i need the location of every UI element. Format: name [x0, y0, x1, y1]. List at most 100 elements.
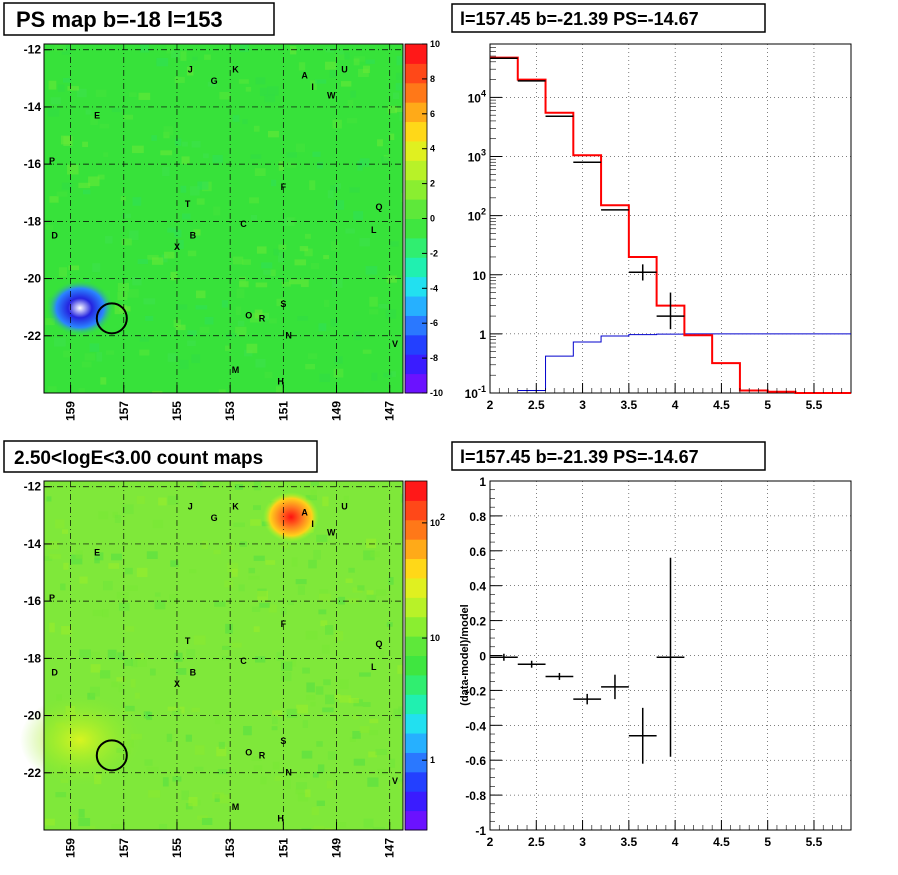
res-ytick-label: -0.8: [465, 789, 486, 803]
tl-map-pixel: [298, 62, 306, 71]
bl-map-pixel: [369, 718, 379, 724]
tl-map-pixel: [271, 179, 277, 187]
bl-map-pixel: [320, 620, 328, 627]
tl-source-label: A: [301, 70, 308, 80]
bl-ytick-label: -18: [24, 651, 42, 665]
bl-map-pixel: [172, 776, 182, 782]
tl-map-pixel: [334, 200, 345, 210]
ps-colorbar-band: [405, 276, 427, 297]
bl-map-pixel: [395, 778, 403, 784]
tl-map-pixel: [156, 57, 169, 67]
bl-map-pixel: [334, 693, 341, 700]
bl-map-pixel: [222, 645, 231, 650]
tl-map-pixel: [163, 126, 174, 136]
bl-map-pixel: [172, 709, 182, 716]
bl-map-pixel: [310, 481, 320, 487]
bl-map-pixel: [302, 720, 308, 728]
bl-xtick-label: 151: [276, 838, 290, 858]
bl-map-pixel: [231, 642, 242, 648]
tl-source-label: V: [392, 339, 398, 349]
bl-map-pixel: [291, 557, 298, 567]
tl-map-pixel: [151, 135, 157, 141]
tl-map-pixel: [105, 236, 113, 244]
tl-map-pixel: [195, 305, 208, 310]
tl-map-pixel: [45, 318, 55, 326]
bl-map-pixel: [370, 551, 380, 558]
tl-map-pixel: [84, 278, 91, 283]
bl-map-pixel: [116, 591, 129, 599]
title-tl: PS map b=-18 l=153: [16, 7, 223, 32]
tl-map-pixel: [245, 86, 252, 92]
title-tr: l=157.45 b=-21.39 PS=-14.67: [460, 9, 699, 29]
tl-map-pixel: [296, 143, 306, 153]
bl-map-pixel: [213, 549, 222, 555]
tl-map-pixel: [212, 154, 223, 163]
bl-ytick-label: -12: [24, 480, 42, 494]
bl-source-label: B: [190, 668, 197, 678]
tl-map-pixel: [387, 105, 398, 114]
ps-colorbar-label: 2: [430, 179, 435, 189]
bl-map-pixel: [181, 790, 189, 801]
tl-map-pixel: [286, 217, 296, 226]
bl-source-label: K: [232, 502, 239, 512]
bl-map-pixel: [130, 678, 136, 688]
bl-map-pixel: [174, 652, 183, 662]
count-colorbar-band: [405, 655, 427, 676]
tl-map-pixel: [349, 187, 360, 193]
tl-map-pixel: [249, 197, 259, 204]
tl-map-pixel: [152, 390, 163, 393]
tl-map-pixel: [395, 83, 402, 91]
bl-map-pixel: [92, 609, 103, 617]
tl-map-pixel: [242, 119, 248, 125]
tl-map-pixel: [196, 198, 205, 205]
tl-map-pixel: [259, 87, 268, 97]
bl-map-pixel: [308, 559, 317, 569]
bl-map-pixel: [323, 679, 331, 686]
bl-source-label: E: [94, 547, 100, 557]
bl-map-pixel: [378, 650, 385, 659]
tl-map-pixel: [341, 81, 352, 87]
count-colorbar-band: [405, 577, 427, 598]
ps-colorbar-label: -4: [430, 283, 438, 293]
tl-map-pixel: [131, 145, 144, 154]
tl-map-pixel: [235, 306, 242, 316]
bl-map-pixel: [152, 519, 164, 529]
tl-map-pixel: [174, 76, 185, 83]
bl-map-pixel: [55, 792, 67, 798]
tl-map-pixel: [47, 386, 57, 393]
tl-map-pixel: [117, 283, 130, 292]
count-colorbar-label: 1: [430, 755, 435, 765]
tl-map-pixel: [256, 246, 267, 254]
ps-colorbar-label: 4: [430, 144, 435, 154]
tl-map-pixel: [323, 255, 329, 260]
tl-source-label: X: [174, 242, 180, 252]
bl-map-pixel: [154, 592, 161, 597]
title-box-tr: l=157.45 b=-21.39 PS=-14.67: [451, 3, 766, 33]
tl-map-pixel: [286, 152, 297, 158]
tl-map-pixel: [197, 181, 209, 190]
bl-map-pixel: [60, 583, 66, 591]
count-colorbar-band: [405, 694, 427, 715]
bl-map-pixel: [225, 623, 233, 634]
bl-map-pixel: [191, 707, 200, 713]
bl-map-pixel: [366, 594, 377, 602]
tl-map-pixel: [383, 372, 393, 378]
tl-map-pixel: [337, 50, 344, 55]
tl-source-label: J: [188, 65, 193, 75]
bl-source-label: N: [285, 768, 292, 778]
tl-map-pixel: [327, 190, 334, 199]
tl-map-pixel: [225, 333, 238, 338]
tl-map-pixel: [187, 340, 196, 347]
bl-map-pixel: [186, 649, 196, 660]
spec-xtick-label: 5.5: [806, 398, 823, 412]
tl-map-pixel: [318, 323, 327, 332]
bl-map-pixel: [339, 679, 349, 690]
bl-map-pixel: [149, 668, 156, 676]
bl-map-pixel: [326, 780, 334, 789]
tl-map-pixel: [240, 44, 249, 52]
res-ytick-label: -0.6: [465, 754, 486, 768]
bl-map-pixel: [108, 563, 120, 569]
bl-map-pixel: [389, 758, 396, 768]
tl-map-pixel: [191, 141, 201, 148]
tl-map-pixel: [390, 371, 396, 377]
